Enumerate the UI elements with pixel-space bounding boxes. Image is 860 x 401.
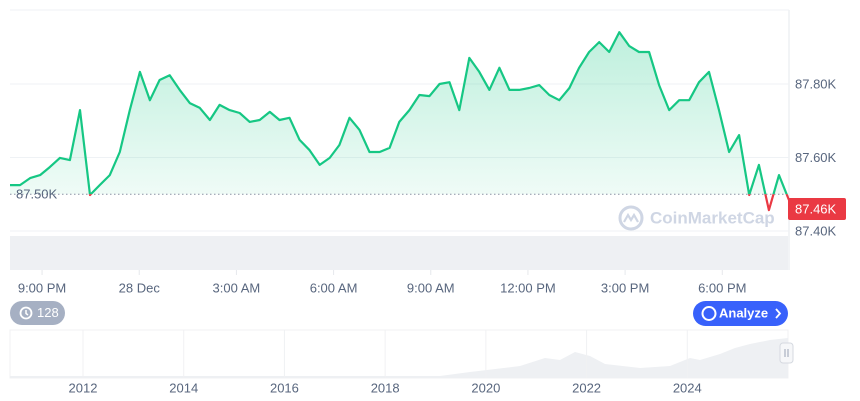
navigator-year: 2012 (69, 380, 98, 395)
analyze-button[interactable]: Analyze (693, 301, 788, 326)
navigator-handle[interactable] (779, 342, 794, 364)
x-tick-label: 28 Dec (119, 280, 161, 295)
analyze-button-bg[interactable] (693, 301, 788, 326)
navigator-year: 2016 (270, 380, 299, 395)
navigator-year: 2018 (371, 380, 400, 395)
navigator-area (10, 338, 788, 378)
navigator-year: 2024 (673, 380, 702, 395)
x-tick-label: 6:00 PM (698, 280, 746, 295)
price-line (10, 31, 788, 195)
x-tick-label: 9:00 PM (18, 280, 66, 295)
history-button-bg[interactable] (10, 301, 65, 325)
navigator-year: 2020 (471, 380, 500, 395)
y-tick-label: 87.60K (795, 150, 837, 165)
x-tick-label: 12:00 PM (500, 280, 556, 295)
history-button[interactable]: 128 (10, 301, 65, 325)
navigator-year: 2014 (169, 380, 198, 395)
area (10, 32, 787, 195)
watermark-text: CoinMarketCap (650, 208, 775, 227)
x-tick-label: 3:00 PM (601, 280, 649, 295)
x-tick-label: 6:00 AM (310, 280, 358, 295)
last-price-label: 87.46K (795, 201, 837, 216)
last-price-tag (788, 197, 846, 220)
reference-label: 87.50K (16, 187, 58, 202)
x-tick-label: 9:00 AM (407, 280, 455, 295)
analyze-label[interactable]: Analyze (719, 305, 768, 320)
x-tick-label: 3:00 AM (213, 280, 261, 295)
volume-strip (10, 236, 788, 270)
y-tick-label: 87.80K (795, 76, 837, 91)
y-tick-label: 87.40K (795, 223, 837, 238)
history-count[interactable]: 128 (37, 305, 59, 320)
navigator-year: 2022 (572, 380, 601, 395)
watermark: CoinMarketCap (618, 205, 775, 231)
